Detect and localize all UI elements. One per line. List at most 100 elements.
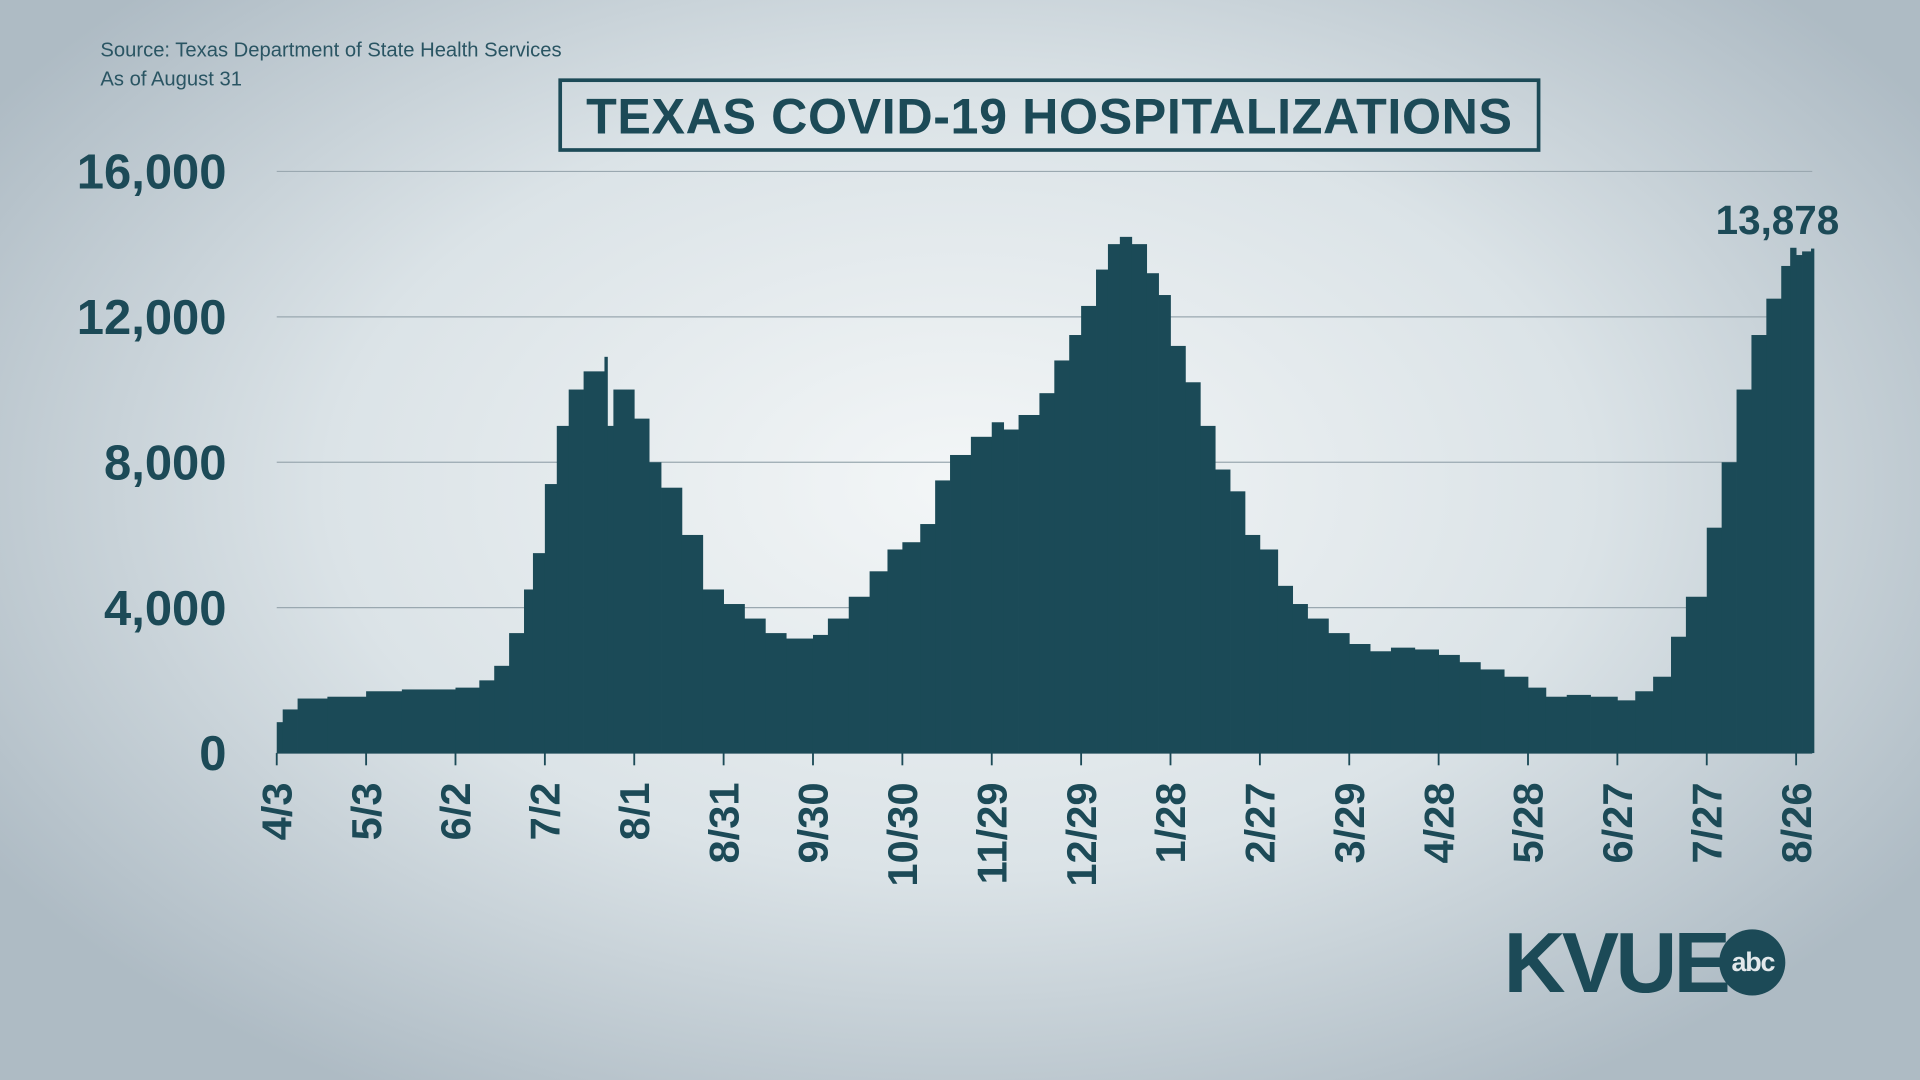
bar — [1751, 335, 1767, 754]
bar — [649, 462, 662, 754]
bar — [401, 689, 456, 754]
bar — [1766, 298, 1782, 754]
bar — [950, 454, 972, 754]
x-tick-label: 7/2 — [522, 782, 569, 840]
bar — [1107, 244, 1121, 754]
bar — [1215, 469, 1231, 754]
x-tick-label: 7/27 — [1683, 782, 1730, 863]
bar — [544, 484, 558, 754]
y-tick-label: 4,000 — [104, 582, 227, 636]
bar — [1131, 244, 1148, 754]
bar — [744, 618, 766, 754]
bar — [827, 618, 850, 754]
bar — [1480, 669, 1505, 754]
peak-value-label: 13,878 — [1716, 197, 1840, 243]
x-tick-label: 5/28 — [1505, 782, 1552, 863]
bar — [1328, 633, 1350, 754]
bar — [1390, 647, 1416, 754]
bar — [613, 389, 635, 754]
bar — [765, 633, 787, 754]
bar — [1617, 700, 1636, 754]
bar — [920, 524, 936, 754]
bar — [1259, 549, 1279, 754]
bar — [1292, 604, 1308, 754]
bar — [1170, 345, 1186, 754]
bar — [1635, 691, 1654, 754]
x-tick-label: 8/26 — [1773, 782, 1820, 863]
bar — [1545, 696, 1568, 754]
bar — [568, 389, 584, 754]
bar — [1566, 694, 1591, 754]
bar — [604, 356, 608, 754]
bar — [1158, 295, 1171, 754]
x-tick-label: 3/29 — [1326, 782, 1373, 863]
bar — [1200, 425, 1216, 754]
x-tick-label: 11/29 — [968, 782, 1015, 884]
y-tick-label: 12,000 — [77, 291, 227, 345]
bar — [1590, 696, 1618, 754]
bar — [786, 638, 814, 754]
y-tick-label: 8,000 — [104, 436, 227, 490]
bar — [1504, 676, 1529, 754]
bar — [327, 696, 367, 754]
bar — [297, 698, 328, 754]
bar — [1781, 265, 1791, 754]
x-tick-label: 12/29 — [1058, 782, 1105, 886]
bar — [991, 422, 1005, 754]
bar — [607, 425, 614, 754]
bar — [1119, 236, 1133, 754]
x-tick-label: 9/30 — [790, 782, 837, 863]
bar — [532, 553, 546, 754]
bar — [869, 571, 888, 754]
bar — [1528, 687, 1547, 754]
bar — [1802, 251, 1812, 754]
x-tick-label: 6/2 — [432, 782, 479, 840]
bar — [1230, 491, 1246, 754]
bar — [1721, 462, 1737, 754]
bar — [681, 534, 704, 754]
as-of-note: As of August 31 — [100, 68, 242, 91]
bar — [702, 589, 724, 754]
logo-text: KVUE — [1503, 914, 1731, 1011]
bar — [1003, 429, 1019, 754]
bar — [1307, 618, 1329, 754]
bar — [1438, 654, 1460, 754]
bar — [970, 436, 993, 754]
bar — [1706, 527, 1723, 754]
bar — [455, 687, 480, 754]
bar — [479, 680, 495, 754]
bar — [1653, 676, 1672, 754]
bar — [1790, 247, 1797, 754]
bar — [1414, 649, 1439, 754]
bar — [848, 596, 870, 754]
x-tick-label: 10/30 — [879, 782, 926, 886]
bar — [509, 633, 525, 754]
bar — [1796, 255, 1803, 754]
bar — [902, 542, 921, 754]
x-tick-label: 4/3 — [253, 782, 300, 840]
bar — [1811, 248, 1815, 754]
bar — [583, 371, 605, 754]
chart-title: TEXAS COVID-19 HOSPITALIZATIONS — [558, 78, 1541, 152]
bar — [887, 549, 903, 754]
bar — [935, 480, 951, 754]
bar — [1277, 585, 1294, 754]
x-tick-label: 1/28 — [1147, 782, 1194, 863]
bar — [1685, 596, 1708, 754]
y-tick-label: 16,000 — [77, 146, 227, 200]
bar — [1054, 360, 1070, 754]
bar — [276, 722, 284, 754]
bar — [524, 589, 534, 754]
bar — [1349, 644, 1371, 754]
x-tick-label: 2/27 — [1237, 782, 1284, 863]
bar — [723, 604, 745, 754]
x-tick-label: 8/31 — [700, 782, 747, 863]
bar — [1081, 305, 1097, 754]
bar — [494, 665, 510, 754]
bar — [1146, 273, 1159, 754]
bar — [812, 634, 829, 754]
bar — [1039, 393, 1055, 754]
bar — [1096, 269, 1109, 754]
